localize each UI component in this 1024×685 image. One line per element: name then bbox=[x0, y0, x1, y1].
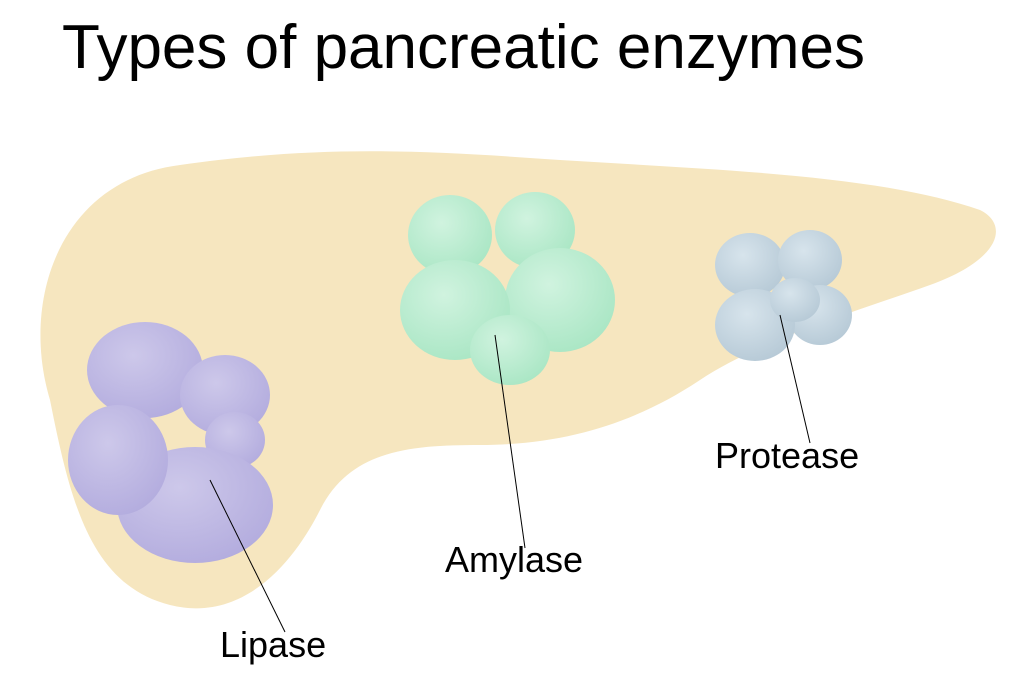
label-lipase: Lipase bbox=[220, 624, 326, 666]
diagram-title: Types of pancreatic enzymes bbox=[62, 12, 865, 83]
enzyme-protease bbox=[715, 230, 852, 361]
diagram-svg bbox=[0, 0, 1024, 685]
label-protease: Protease bbox=[715, 435, 859, 477]
diagram-stage: Types of pancreatic enzymes Lipase Amyla… bbox=[0, 0, 1024, 685]
label-amylase: Amylase bbox=[445, 539, 583, 581]
